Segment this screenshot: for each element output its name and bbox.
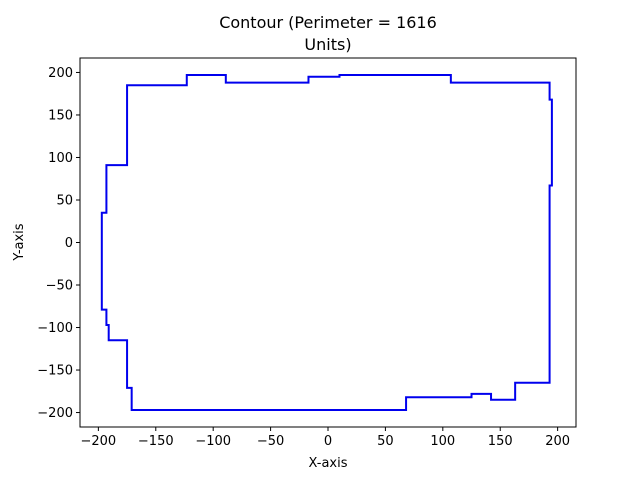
x-tick-label-5: 50: [377, 434, 394, 449]
contour-line-0: [100, 74, 553, 411]
x-tick-label-1: −150: [138, 434, 174, 449]
axes-frame: [79, 57, 577, 428]
x-tick-label-6: 100: [430, 434, 455, 449]
y-tick-label-5: 50: [56, 193, 73, 208]
x-tick-label-8: 200: [545, 434, 570, 449]
y-tick-label-4: 0: [65, 236, 73, 251]
y-tick-label-6: 100: [48, 151, 73, 166]
x-tick-label-7: 150: [488, 434, 513, 449]
y-tick-label-3: −50: [46, 279, 73, 294]
y-tick-label-8: 200: [48, 66, 73, 81]
x-axis-label: X-axis: [309, 456, 348, 471]
chart-title-line-2: Units): [304, 35, 351, 54]
x-tick-label-0: −200: [81, 434, 117, 449]
x-tick-label-3: −50: [257, 434, 284, 449]
y-tick-label-7: 150: [48, 108, 73, 123]
y-tick-label-1: −150: [37, 364, 73, 379]
plot-area: −200 −150 −100 −50 0 50 100 150 200 −200 −150 −100 −…: [37, 57, 577, 449]
y-axis-label: Y-axis: [12, 223, 27, 261]
y-tick-label-2: −100: [37, 321, 73, 336]
chart-title-line-1: Contour (Perimeter = 1616: [219, 13, 437, 32]
x-tick-label-4: 0: [324, 434, 332, 449]
y-tick-label-0: −200: [37, 406, 73, 421]
x-tick-label-2: −100: [195, 434, 231, 449]
